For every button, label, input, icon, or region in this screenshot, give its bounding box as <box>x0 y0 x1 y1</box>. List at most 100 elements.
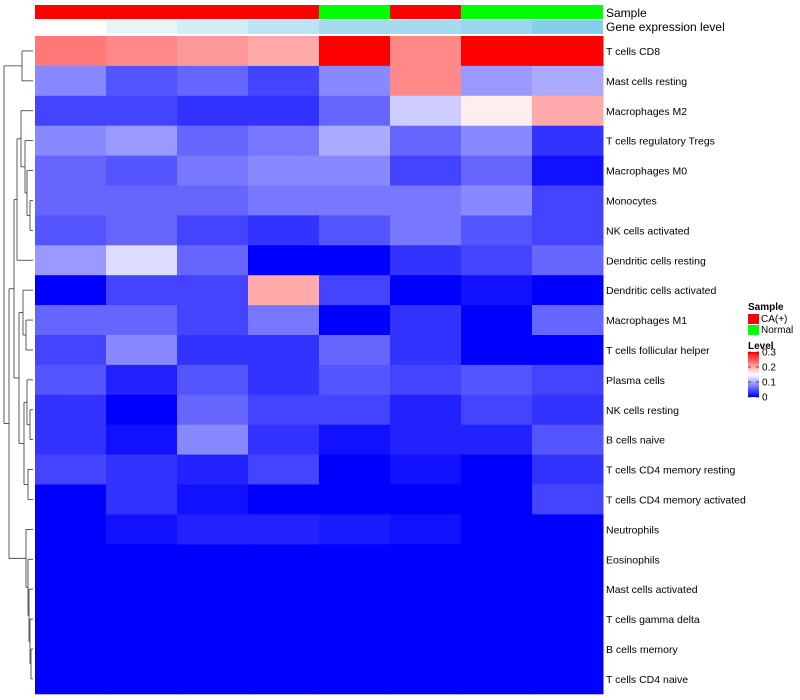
heatmap-cell <box>248 484 320 515</box>
heatmap-cell <box>177 185 249 216</box>
heatmap-cell <box>106 424 178 456</box>
heatmap-cell <box>35 245 107 276</box>
heatmap-cell <box>532 663 604 695</box>
heatmap-cell <box>319 335 391 366</box>
heatmap-cell <box>532 155 604 186</box>
heatmap-cell <box>106 125 178 157</box>
heatmap-cell <box>35 454 107 485</box>
legend-level-tick-label: 0 <box>762 393 768 404</box>
heatmap-cell <box>35 544 107 575</box>
heatmap-cell <box>461 245 533 276</box>
annotation-gene-expression-cell <box>390 20 461 34</box>
heatmap-cell <box>177 634 249 665</box>
row-dendrogram <box>3 50 33 680</box>
heatmap-cell <box>461 484 533 515</box>
heatmap-cell <box>461 95 533 127</box>
heatmap-cell <box>532 544 604 575</box>
heatmap-cell <box>390 155 462 186</box>
heatmap-cell <box>248 95 320 127</box>
heatmap-cell <box>35 663 107 695</box>
legend-sample-title: Sample <box>748 302 784 313</box>
heatmap-cell <box>177 275 249 306</box>
heatmap-cell <box>461 514 533 545</box>
heatmap-cell <box>177 215 249 246</box>
heatmap-cell <box>461 155 533 186</box>
heatmap-cell <box>390 335 462 366</box>
heatmap-cell <box>177 305 249 336</box>
heatmap-cell <box>106 305 178 336</box>
heatmap-cell <box>177 454 249 485</box>
row-label: T cells CD4 memory resting <box>606 465 735 477</box>
heatmap-cell <box>319 634 391 665</box>
heatmap-cell <box>532 245 604 276</box>
heatmap-cell <box>35 95 107 127</box>
heatmap-cell <box>106 454 178 485</box>
legend-swatch-ca <box>748 314 759 324</box>
heatmap-cell <box>248 454 320 485</box>
heatmap-cell <box>248 305 320 336</box>
heatmap-cell <box>461 634 533 665</box>
legend-swatch-normal <box>748 325 759 335</box>
row-label: Neutrophils <box>606 524 659 536</box>
heatmap-cell <box>35 185 107 216</box>
column-annotation-bars <box>35 5 603 34</box>
heatmap-cell <box>106 65 178 97</box>
heatmap-cell <box>461 364 533 396</box>
heatmap-cell <box>248 514 320 545</box>
heatmap-cell <box>461 185 533 216</box>
annotation-title-gene-expression: Gene expression level <box>606 20 725 34</box>
heatmap-cell <box>106 36 178 67</box>
heatmap-cell <box>248 65 320 97</box>
annotation-sample-cell <box>461 5 532 19</box>
row-label: T cells follicular helper <box>606 345 710 357</box>
heatmap-cell <box>177 663 249 695</box>
row-label: Macrophages M0 <box>606 166 687 178</box>
heatmap-cell <box>106 245 178 276</box>
heatmap-cell <box>177 544 249 575</box>
heatmap-cell <box>532 36 604 67</box>
heatmap-cell <box>390 95 462 127</box>
heatmap-cell <box>248 125 320 157</box>
legend-level-tick-label: 0.3 <box>762 348 776 359</box>
row-label: Plasma cells <box>606 375 665 387</box>
legend-level-tick-label: 0.1 <box>762 378 776 389</box>
heatmap-cell <box>390 305 462 336</box>
heatmap-cell <box>106 364 178 396</box>
heatmap-cell <box>35 155 107 186</box>
heatmap-cell <box>248 335 320 366</box>
heatmap-cell <box>319 364 391 396</box>
heatmap-cell <box>319 95 391 127</box>
heatmap-cell <box>319 454 391 485</box>
heatmap-cells <box>35 36 604 695</box>
heatmap-cell <box>390 424 462 456</box>
heatmap-cell <box>532 125 604 157</box>
heatmap-cell <box>532 215 604 246</box>
heatmap-cell <box>532 305 604 336</box>
heatmap-cell <box>35 634 107 665</box>
heatmap-cell <box>319 245 391 276</box>
heatmap-cell <box>390 394 462 426</box>
heatmap-cell <box>106 514 178 545</box>
heatmap-cell <box>532 275 604 306</box>
heatmap-cell <box>532 634 604 665</box>
row-label: T cells CD8 <box>606 46 660 58</box>
annotation-sample-cell <box>248 5 319 19</box>
heatmap-cell <box>532 424 604 456</box>
row-label: T cells regulatory Tregs <box>606 136 715 148</box>
heatmap-cell <box>532 514 604 545</box>
row-label: Monocytes <box>606 195 657 207</box>
heatmap-cell <box>319 65 391 97</box>
heatmap-cell <box>390 604 462 635</box>
heatmap-cell <box>390 36 462 67</box>
heatmap-cell <box>532 454 604 485</box>
heatmap-cell <box>390 544 462 575</box>
heatmap-cell <box>177 65 249 97</box>
annotation-sample-cell <box>177 5 248 19</box>
heatmap-cell <box>390 275 462 306</box>
heatmap-cell <box>532 364 604 396</box>
heatmap-cell <box>106 275 178 306</box>
heatmap-cell <box>35 275 107 306</box>
heatmap-cell <box>532 574 604 605</box>
heatmap-cell <box>390 364 462 396</box>
